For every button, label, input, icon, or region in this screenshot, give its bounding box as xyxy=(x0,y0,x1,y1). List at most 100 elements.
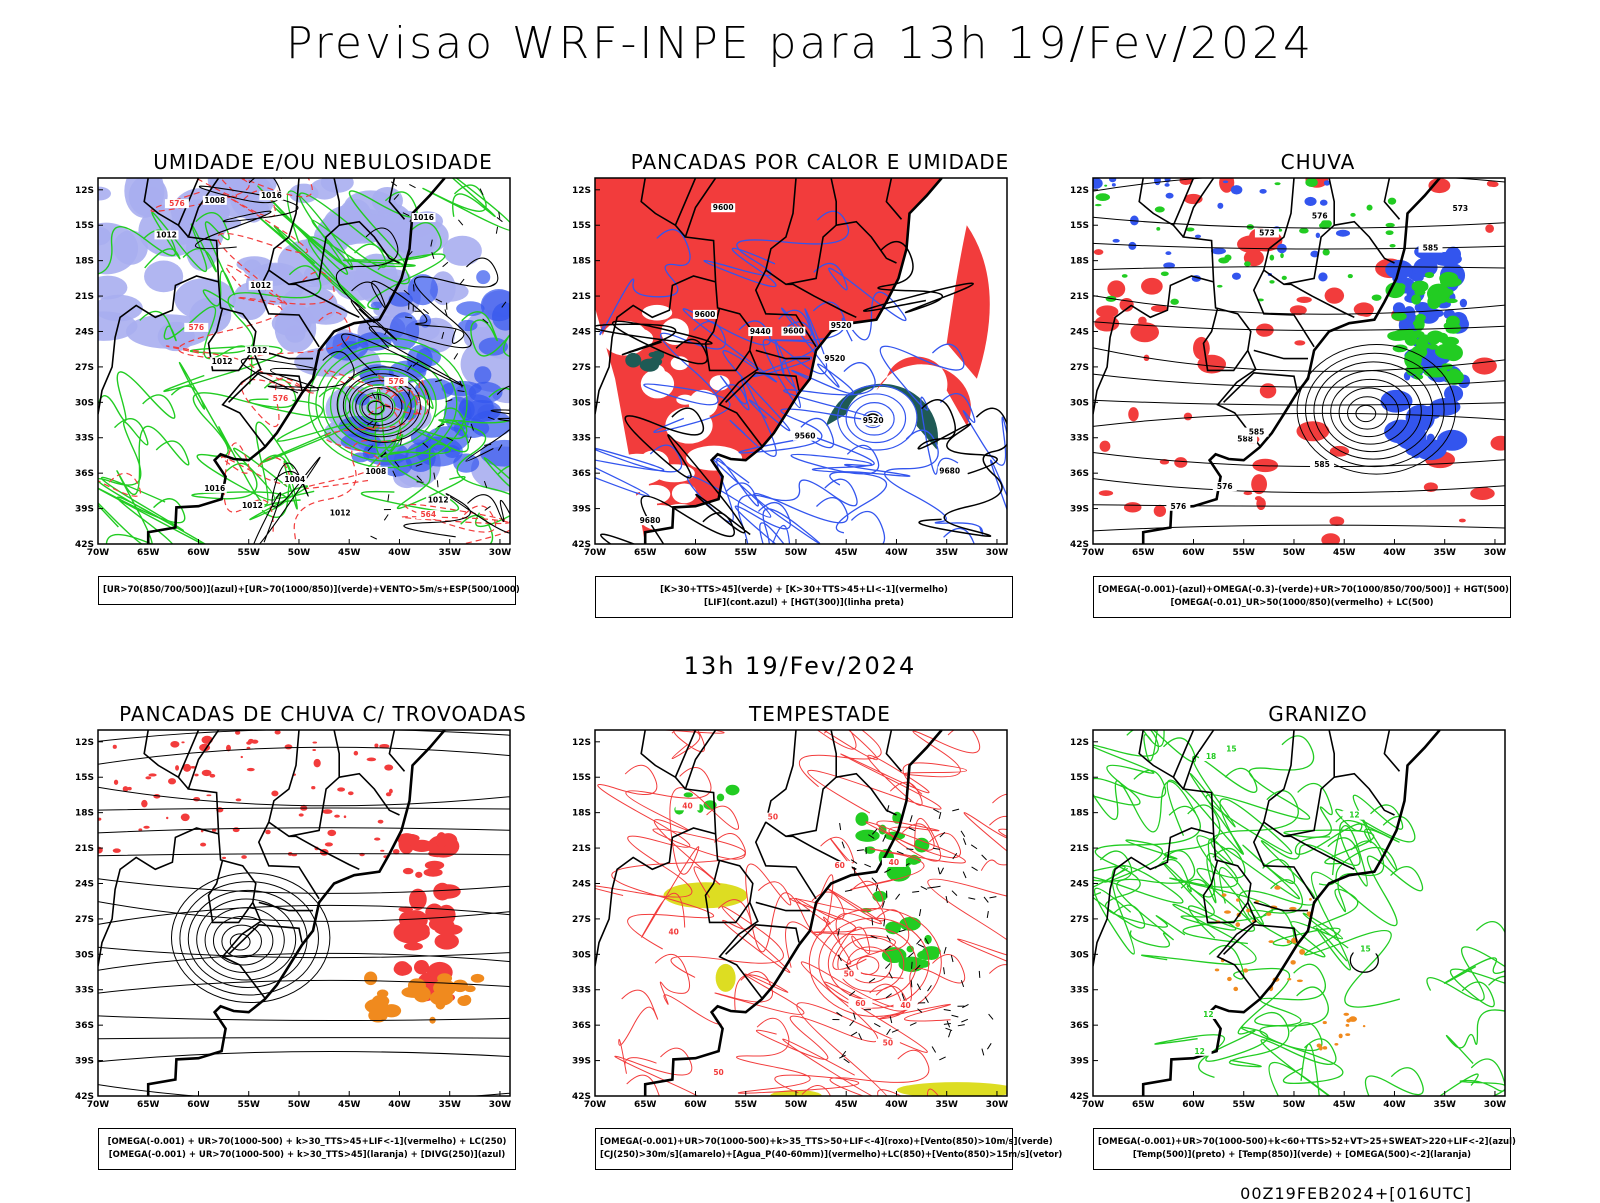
thunderstorm-area xyxy=(414,960,429,974)
contour-label: 1012 xyxy=(330,509,351,518)
thunderstorm-area xyxy=(170,741,179,748)
lon-label: 50W xyxy=(785,1100,808,1110)
lon-label: 30W xyxy=(489,548,512,558)
hail-omega-area xyxy=(1268,940,1273,943)
humidity-high-area xyxy=(474,366,491,384)
lon-label: 35W xyxy=(1433,548,1456,558)
thunderstorm-area xyxy=(334,815,340,818)
rain-blue-area xyxy=(1154,175,1161,185)
wind-vector xyxy=(872,918,873,925)
rain-green-area xyxy=(1440,277,1462,287)
lat-label: 39S xyxy=(1070,505,1089,515)
lat-label: 12S xyxy=(572,186,591,196)
thunderstorm-area xyxy=(143,826,149,829)
rain-blue-area xyxy=(1336,230,1350,237)
rain-green-area xyxy=(1446,325,1458,334)
hail-omega-area xyxy=(1274,886,1280,890)
rain-blue-area xyxy=(1232,273,1241,280)
legend-line: [OMEGA(-0.001)-(azul)+OMEGA(-0.3)-(verde… xyxy=(1098,584,1506,597)
panel-title: UMIDADE E/OU NEBULOSIDADE xyxy=(88,150,558,174)
thunderstorm-area xyxy=(374,744,378,748)
rain-blue-area xyxy=(1164,183,1169,187)
rain-red-area xyxy=(1193,337,1210,360)
lat-label: 24S xyxy=(1070,327,1089,337)
thunderstorm-area xyxy=(425,861,444,870)
lon-label: 50W xyxy=(785,548,808,558)
lat-label: 39S xyxy=(572,1057,591,1067)
lat-label: 27S xyxy=(572,915,591,925)
shower-area xyxy=(413,986,430,1002)
lon-label: 65W xyxy=(634,1100,657,1110)
contour-label: 50 xyxy=(883,1039,893,1048)
lon-label: 45W xyxy=(835,1100,858,1110)
rain-green-area xyxy=(1412,281,1429,293)
hail-omega-area xyxy=(1289,907,1296,910)
contour-label: 585 xyxy=(1423,244,1439,253)
contour-label: 50 xyxy=(713,1068,723,1077)
lat-label: 33S xyxy=(572,986,591,996)
lat-label: 33S xyxy=(1070,986,1089,996)
thunderstorm-area xyxy=(337,787,345,791)
legend-line: [OMEGA(-0.001)+UR>70(1000-500)+k>35_TTS>… xyxy=(600,1136,1008,1149)
legend-line: [UR>70(850/700/500)](azul)+[UR>70(1000/8… xyxy=(103,584,511,597)
rain-red-area xyxy=(1100,441,1111,452)
lat-label: 18S xyxy=(75,809,94,819)
panel-legend: [OMEGA(-0.001)+UR>70(1000-500)+k>35_TTS>… xyxy=(595,1128,1013,1170)
hail-omega-area xyxy=(1363,1025,1365,1027)
thunderstorm-area xyxy=(384,764,393,770)
thunderstorm-area xyxy=(312,741,317,743)
humidity-mid-area xyxy=(304,302,347,325)
lat-label: 36S xyxy=(75,1021,94,1031)
rain-blue-area xyxy=(1112,183,1116,186)
lat-label: 30S xyxy=(75,950,94,960)
rain-green-area xyxy=(1446,364,1453,370)
humidity-mid-area xyxy=(443,236,482,266)
thunderstorm-area xyxy=(168,778,176,784)
hail-omega-area xyxy=(1297,979,1303,982)
rain-red-area xyxy=(1325,288,1344,304)
lat-label: 15S xyxy=(572,221,591,231)
rain-blue-area xyxy=(1166,193,1174,199)
contour-label: 60 xyxy=(855,999,865,1008)
lat-label: 15S xyxy=(572,773,591,783)
lon-label: 40W xyxy=(1383,1100,1406,1110)
lat-label: 24S xyxy=(572,327,591,337)
thunderstorm-area xyxy=(394,921,427,943)
shower-area xyxy=(365,999,389,1014)
contour-label: 576 xyxy=(1171,502,1187,511)
rain-blue-area xyxy=(1128,242,1136,250)
rain-green-area xyxy=(1323,249,1330,256)
contour-label: 12 xyxy=(1203,1010,1213,1019)
panel-legend: [UR>70(850/700/500)](azul)+[UR>70(1000/8… xyxy=(98,576,516,605)
convective-area xyxy=(640,359,659,372)
hail-omega-area xyxy=(1349,1016,1357,1022)
lon-label: 30W xyxy=(1484,548,1507,558)
thunderstorm-area xyxy=(145,776,151,779)
rain-green-area xyxy=(1348,274,1353,278)
rain-red-area xyxy=(1154,505,1166,517)
thunderstorm-area xyxy=(285,744,293,749)
thunderstorm-area xyxy=(166,817,168,819)
lat-label: 36S xyxy=(572,1021,591,1031)
lat-label: 12S xyxy=(1070,738,1089,748)
lat-label: 12S xyxy=(572,738,591,748)
rain-red-area xyxy=(1485,224,1494,233)
shower-area xyxy=(452,980,468,992)
lon-label: 65W xyxy=(137,548,160,558)
rain-green-area xyxy=(1367,205,1373,211)
panel-title: PANCADAS DE CHUVA C/ TROVOADAS xyxy=(88,702,558,726)
legend-line: [OMEGA(-0.01)_UR>50(1000/850)(vermelho) … xyxy=(1098,597,1506,610)
hail-omega-area xyxy=(1227,977,1232,981)
contour-label: 9520 xyxy=(831,321,852,330)
thunderstorm-area xyxy=(265,830,270,835)
lon-label: 30W xyxy=(986,548,1009,558)
rain-green-area xyxy=(1096,193,1110,201)
lat-label: 36S xyxy=(75,469,94,479)
stable-area xyxy=(672,483,697,503)
humidity-mid-area xyxy=(95,295,143,322)
thunderstorm-area xyxy=(348,791,354,795)
rain-blue-area xyxy=(1460,299,1467,308)
rain-blue-area xyxy=(1165,251,1171,255)
thunderstorm-area xyxy=(436,832,447,848)
